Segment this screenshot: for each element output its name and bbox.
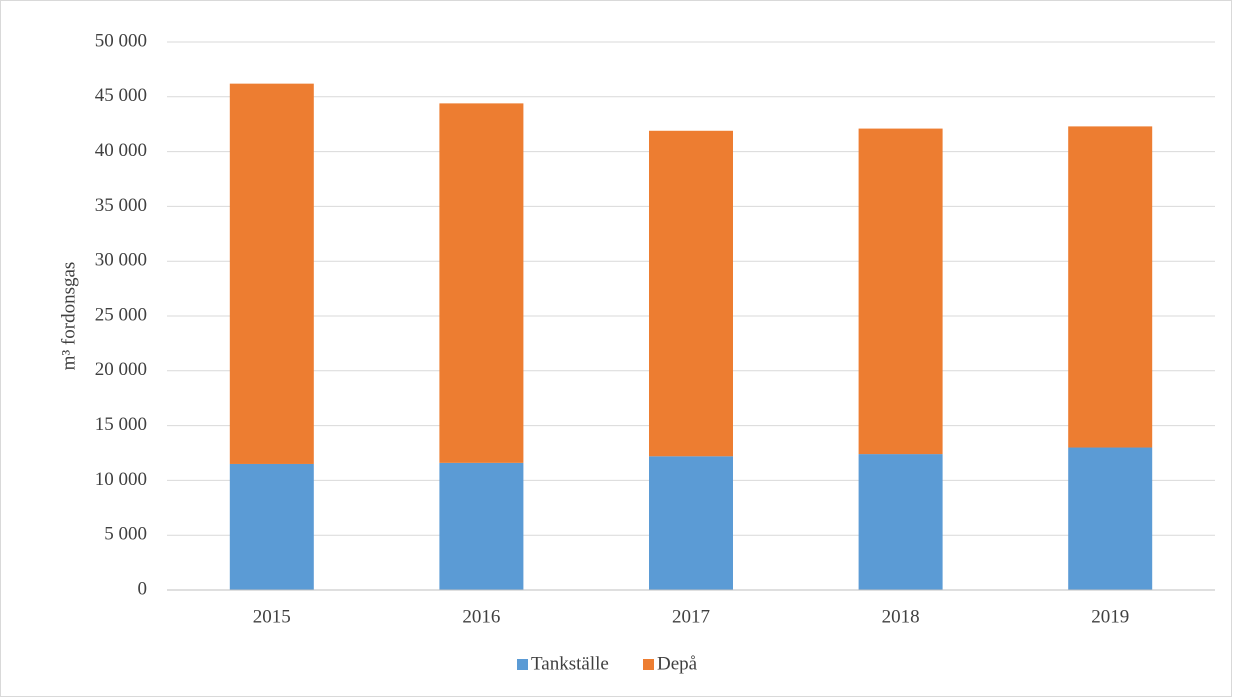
y-tick-label: 10 000 (95, 469, 147, 490)
legend-label: Tankställe (531, 653, 609, 674)
bar-segment (1068, 126, 1153, 448)
bar-segment (858, 128, 943, 455)
y-tick-label: 20 000 (95, 359, 147, 380)
x-tick-label: 2018 (882, 606, 920, 627)
bar-segment (439, 103, 524, 463)
x-tick-label: 2015 (253, 606, 291, 627)
y-tick-label: 5 000 (104, 524, 147, 545)
bar-segment (229, 463, 314, 590)
y-tick-label: 25 000 (95, 304, 147, 325)
x-tick-label: 2019 (1091, 606, 1129, 627)
y-tick-label: 45 000 (95, 85, 147, 106)
bar-segment (229, 83, 314, 464)
legend-swatch (517, 659, 528, 670)
x-tick-label: 2017 (672, 606, 710, 627)
y-tick-label: 15 000 (95, 414, 147, 435)
legend-swatch (643, 659, 654, 670)
bar-segment (649, 456, 733, 590)
legend-label: Depå (657, 653, 698, 674)
y-tick-label: 40 000 (95, 140, 147, 161)
y-tick-label: 50 000 (95, 30, 147, 51)
y-tick-label: 30 000 (95, 250, 147, 271)
y-tick-label: 0 (138, 578, 148, 599)
x-tick-label: 2016 (462, 606, 500, 627)
bar-segment (1068, 447, 1153, 590)
bar-segment (439, 462, 524, 590)
bar-segment (649, 130, 733, 457)
y-axis-label: m³ fordonsgas (58, 262, 79, 371)
bar-segment (858, 454, 943, 590)
y-tick-label: 35 000 (95, 195, 147, 216)
